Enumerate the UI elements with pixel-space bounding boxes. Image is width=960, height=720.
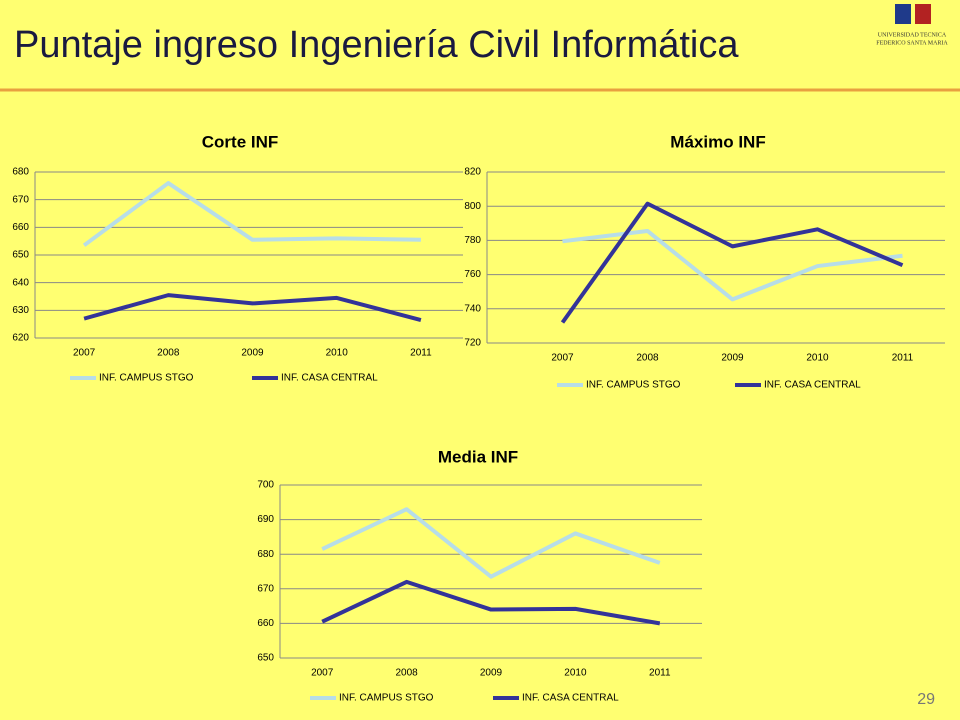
chart-title: Corte INF xyxy=(202,132,279,151)
y-tick-label: 690 xyxy=(257,514,274,525)
y-tick-label: 650 xyxy=(257,653,274,664)
x-tick-label: 2007 xyxy=(311,668,334,679)
y-tick-label: 670 xyxy=(257,583,274,594)
x-tick-label: 2007 xyxy=(551,353,574,364)
y-tick-label: 820 xyxy=(464,167,481,178)
legend-label: INF. CASA CENTRAL xyxy=(522,693,619,704)
x-tick-label: 2007 xyxy=(73,348,96,359)
y-tick-label: 760 xyxy=(464,269,481,280)
x-tick-label: 2008 xyxy=(636,353,659,364)
x-tick-label: 2009 xyxy=(480,668,503,679)
y-tick-label: 630 xyxy=(12,305,29,316)
x-tick-label: 2010 xyxy=(806,353,829,364)
x-tick-label: 2011 xyxy=(892,353,914,364)
y-tick-label: 620 xyxy=(12,333,29,344)
y-tick-label: 700 xyxy=(257,480,274,491)
y-tick-label: 660 xyxy=(257,618,274,629)
chart-title: Máximo INF xyxy=(670,132,765,151)
page-number: 29 xyxy=(917,691,935,708)
y-tick-label: 740 xyxy=(464,303,481,314)
y-tick-label: 680 xyxy=(12,167,29,178)
x-tick-label: 2010 xyxy=(326,348,349,359)
y-tick-label: 670 xyxy=(12,194,29,205)
legend-label: INF. CAMPUS STGO xyxy=(339,693,434,704)
y-tick-label: 650 xyxy=(12,250,29,261)
logo-text: FEDERICO SANTA MARIA xyxy=(876,40,948,46)
chart-title: Media INF xyxy=(438,447,518,466)
logo: UNIVERSIDAD TECNICA FEDERICO SANTA MARIA xyxy=(876,4,948,46)
series-line xyxy=(82,181,421,247)
y-tick-label: 800 xyxy=(464,201,481,212)
x-tick-label: 2008 xyxy=(157,348,180,359)
series-line xyxy=(321,507,661,579)
series-line xyxy=(83,293,422,322)
x-tick-label: 2011 xyxy=(410,348,432,359)
x-tick-label: 2009 xyxy=(721,353,744,364)
y-tick-label: 680 xyxy=(257,549,274,560)
x-tick-label: 2010 xyxy=(564,668,587,679)
series-line xyxy=(560,201,904,324)
logo-text: UNIVERSIDAD TECNICA xyxy=(878,32,947,38)
x-tick-label: 2009 xyxy=(241,348,264,359)
legend-label: INF. CASA CENTRAL xyxy=(764,380,861,391)
y-tick-label: 640 xyxy=(12,277,29,288)
series-line xyxy=(321,579,661,626)
y-tick-label: 660 xyxy=(12,222,29,233)
x-tick-label: 2008 xyxy=(395,668,418,679)
y-tick-label: 720 xyxy=(464,338,481,349)
x-tick-label: 2011 xyxy=(649,668,671,679)
slide-title: Puntaje ingreso Ingeniería Civil Informá… xyxy=(14,24,739,66)
logo-shield xyxy=(895,4,911,24)
y-tick-label: 780 xyxy=(464,235,481,246)
logo-shield xyxy=(915,4,931,24)
legend-label: INF. CAMPUS STGO xyxy=(586,380,681,391)
legend-label: INF. CASA CENTRAL xyxy=(281,373,378,384)
series-line xyxy=(562,228,903,302)
legend-label: INF. CAMPUS STGO xyxy=(99,373,194,384)
